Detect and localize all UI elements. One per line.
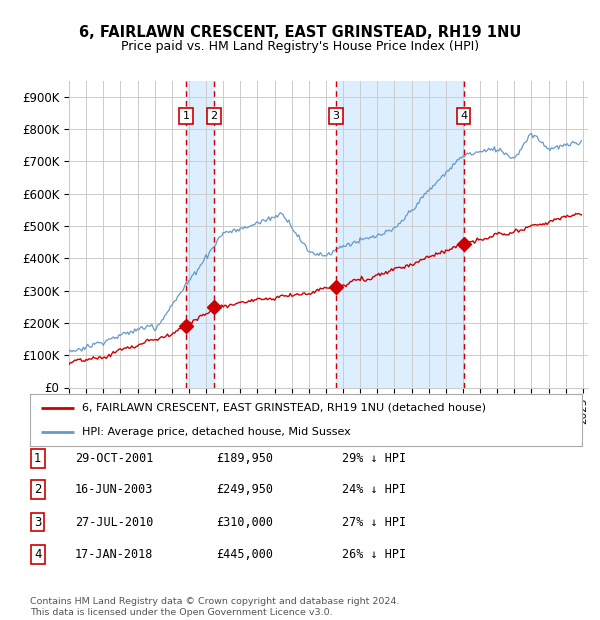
Text: £445,000: £445,000: [216, 548, 273, 560]
Text: 29% ↓ HPI: 29% ↓ HPI: [342, 453, 406, 465]
Text: £189,950: £189,950: [216, 453, 273, 465]
Text: Contains HM Land Registry data © Crown copyright and database right 2024.
This d: Contains HM Land Registry data © Crown c…: [30, 598, 400, 617]
Text: 1: 1: [34, 453, 41, 465]
Text: £249,950: £249,950: [216, 484, 273, 496]
Text: 16-JUN-2003: 16-JUN-2003: [75, 484, 154, 496]
Bar: [186, 81, 214, 388]
Text: 2: 2: [34, 484, 41, 496]
Text: 6, FAIRLAWN CRESCENT, EAST GRINSTEAD, RH19 1NU (detached house): 6, FAIRLAWN CRESCENT, EAST GRINSTEAD, RH…: [82, 403, 487, 413]
Text: 17-JAN-2018: 17-JAN-2018: [75, 548, 154, 560]
Text: 3: 3: [34, 516, 41, 528]
Text: 3: 3: [332, 111, 340, 121]
Bar: [336, 81, 464, 388]
Text: 6, FAIRLAWN CRESCENT, EAST GRINSTEAD, RH19 1NU: 6, FAIRLAWN CRESCENT, EAST GRINSTEAD, RH…: [79, 25, 521, 40]
Text: £310,000: £310,000: [216, 516, 273, 528]
Text: 4: 4: [34, 548, 41, 560]
Text: 27% ↓ HPI: 27% ↓ HPI: [342, 516, 406, 528]
Text: 2: 2: [211, 111, 217, 121]
Text: 24% ↓ HPI: 24% ↓ HPI: [342, 484, 406, 496]
Text: 1: 1: [182, 111, 190, 121]
Text: 26% ↓ HPI: 26% ↓ HPI: [342, 548, 406, 560]
Text: 4: 4: [460, 111, 467, 121]
Text: 29-OCT-2001: 29-OCT-2001: [75, 453, 154, 465]
Text: Price paid vs. HM Land Registry's House Price Index (HPI): Price paid vs. HM Land Registry's House …: [121, 40, 479, 53]
Text: HPI: Average price, detached house, Mid Sussex: HPI: Average price, detached house, Mid …: [82, 427, 351, 437]
Text: 27-JUL-2010: 27-JUL-2010: [75, 516, 154, 528]
